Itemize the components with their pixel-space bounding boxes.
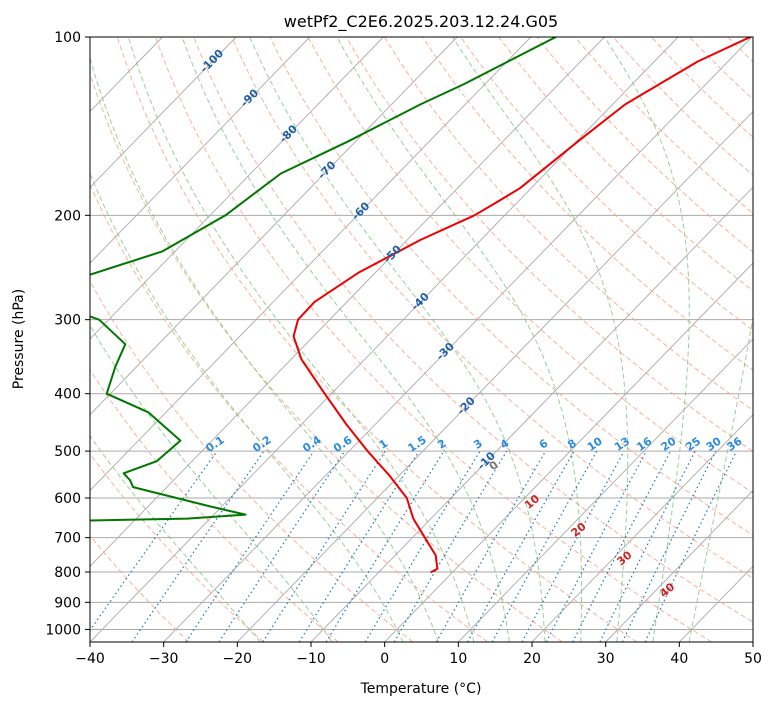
y-tick-label: 100: [54, 30, 81, 46]
x-tick-label: 10: [449, 651, 467, 667]
y-tick-label: 400: [54, 387, 81, 403]
x-tick-label: 30: [597, 651, 615, 667]
x-tick-label: 40: [670, 651, 688, 667]
x-tick-label: −20: [223, 651, 253, 667]
y-tick-label: 200: [54, 208, 81, 224]
x-tick-label: 20: [523, 651, 541, 667]
chart-title: wetPf2_C2E6.2025.203.12.24.G05: [284, 12, 558, 32]
y-tick-label: 900: [54, 595, 81, 611]
x-tick-label: −30: [149, 651, 179, 667]
x-tick-label: 50: [744, 651, 762, 667]
x-tick-label: −40: [75, 651, 105, 667]
y-axis-label: Pressure (hPa): [11, 289, 27, 389]
y-tick-label: 700: [54, 531, 81, 547]
x-tick-label: −10: [296, 651, 326, 667]
y-tick-label: 300: [54, 313, 81, 329]
y-tick-label: 800: [54, 565, 81, 581]
y-tick-label: 600: [54, 491, 81, 507]
y-tick-label: 500: [54, 444, 81, 460]
x-tick-label: 0: [380, 651, 389, 667]
x-axis-label: Temperature (°C): [360, 681, 482, 697]
y-tick-label: 1000: [45, 622, 81, 638]
